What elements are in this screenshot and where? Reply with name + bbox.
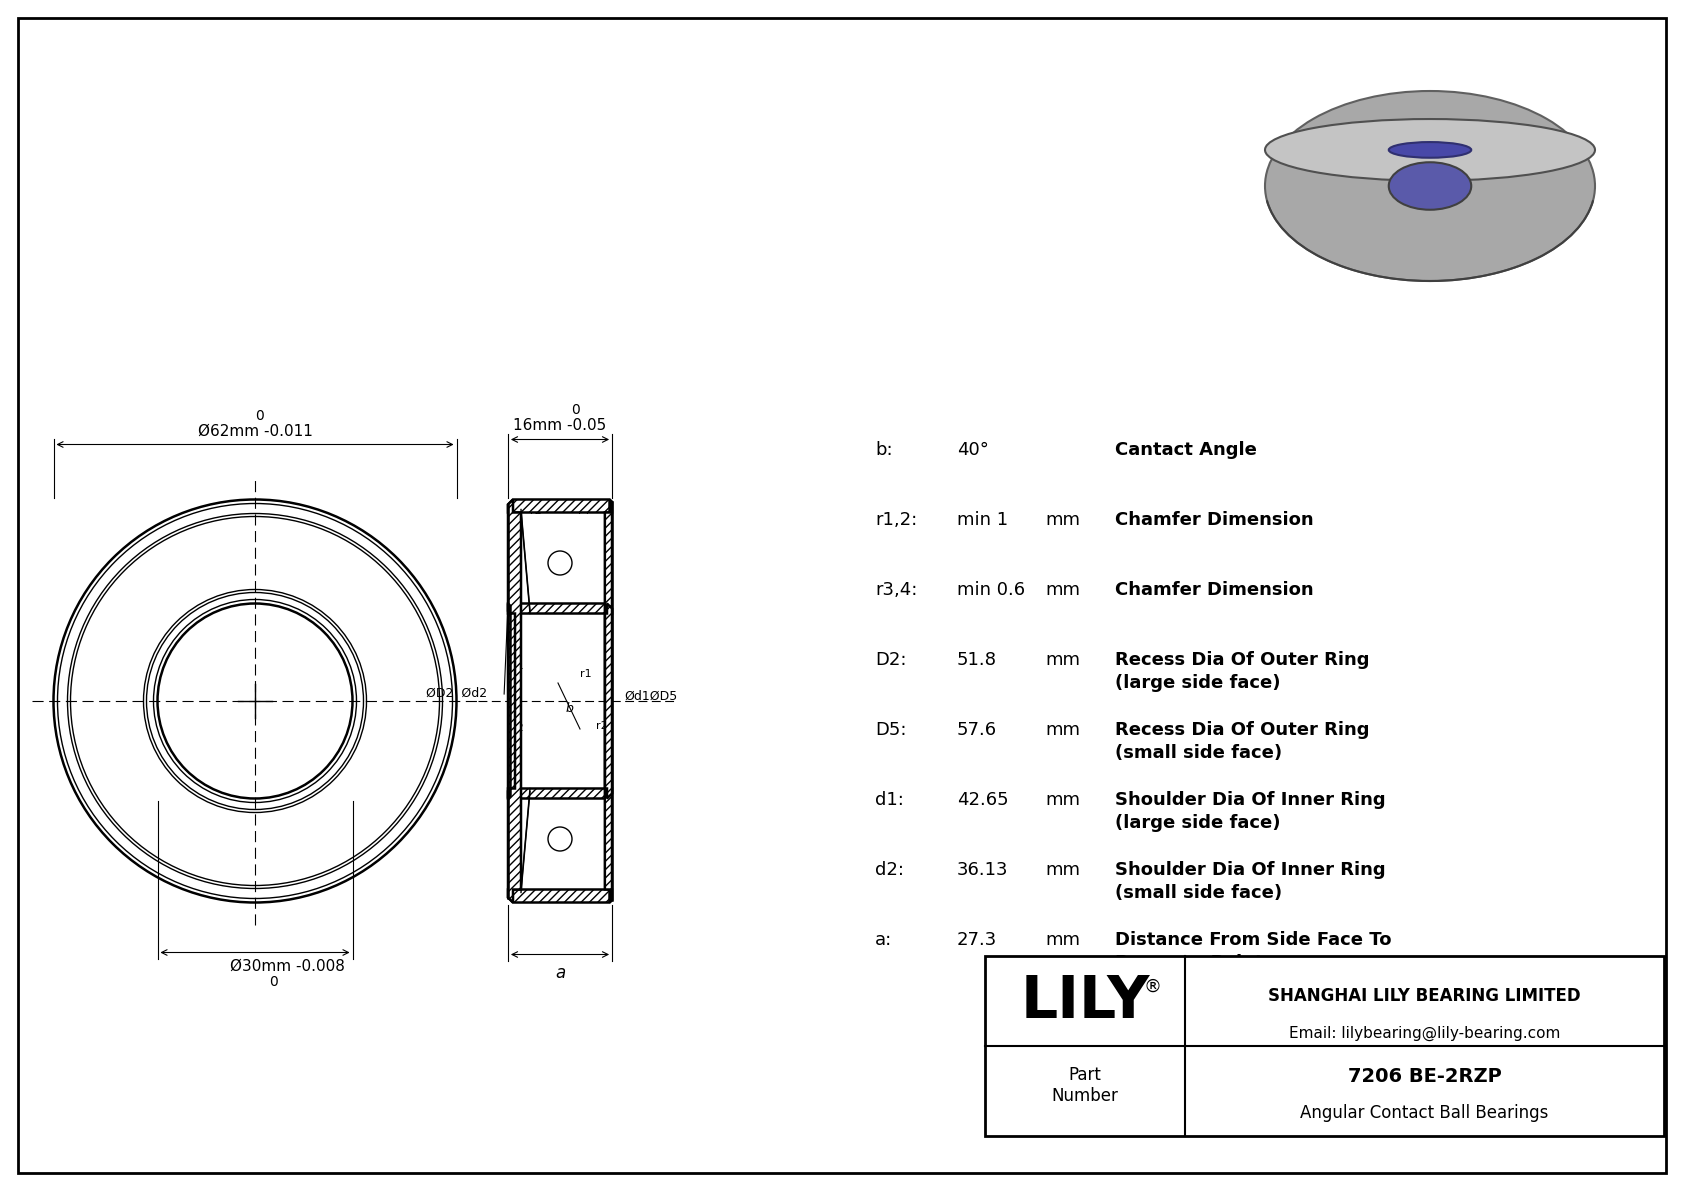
Polygon shape (509, 788, 611, 798)
Text: min 1: min 1 (957, 511, 1009, 529)
Text: r2: r2 (596, 721, 608, 731)
Text: 57.6: 57.6 (957, 721, 997, 738)
Text: (small side face): (small side face) (1115, 744, 1282, 762)
Text: Ø62mm -0.011: Ø62mm -0.011 (197, 424, 313, 438)
Text: r2: r2 (530, 505, 542, 516)
Text: SHANGHAI LILY BEARING LIMITED: SHANGHAI LILY BEARING LIMITED (1268, 986, 1581, 1004)
Polygon shape (605, 604, 611, 798)
Text: r1: r1 (512, 661, 524, 671)
Polygon shape (509, 499, 520, 903)
Text: r1,2:: r1,2: (876, 511, 918, 529)
Bar (985, 956, 1664, 1136)
Text: b:: b: (876, 441, 893, 459)
Text: mm: mm (1046, 931, 1079, 949)
Text: 0: 0 (256, 409, 264, 423)
Text: (large side face): (large side face) (1115, 674, 1280, 692)
Text: Ø30mm -0.008: Ø30mm -0.008 (229, 959, 345, 973)
Text: r4: r4 (578, 505, 589, 516)
Ellipse shape (1389, 162, 1472, 210)
Text: r2: r2 (512, 723, 524, 732)
Ellipse shape (1265, 91, 1595, 281)
Text: Part
Number: Part Number (1051, 1066, 1118, 1105)
Text: mm: mm (1046, 861, 1079, 879)
Text: r1: r1 (581, 669, 593, 679)
Polygon shape (605, 499, 611, 903)
Text: a: a (554, 965, 566, 983)
Text: D5:: D5: (876, 721, 906, 738)
Text: a:: a: (876, 931, 893, 949)
Text: LILY: LILY (1021, 973, 1150, 1029)
Text: Cantact Angle: Cantact Angle (1115, 441, 1256, 459)
Polygon shape (509, 499, 611, 512)
Text: Chamfer Dimension: Chamfer Dimension (1115, 511, 1314, 529)
Text: D2:: D2: (876, 651, 906, 669)
Text: Email: lilybearing@lily-bearing.com: Email: lilybearing@lily-bearing.com (1288, 1025, 1559, 1041)
Text: 27.3: 27.3 (957, 931, 997, 949)
Circle shape (547, 827, 573, 852)
Text: 42.65: 42.65 (957, 791, 1009, 809)
Text: ®: ® (1143, 978, 1162, 996)
Ellipse shape (1265, 119, 1595, 181)
Text: d1:: d1: (876, 791, 904, 809)
Text: 36.13: 36.13 (957, 861, 1009, 879)
Text: ØD2  Ød2: ØD2 Ød2 (426, 686, 487, 699)
Text: (large side face): (large side face) (1115, 813, 1280, 833)
Text: r3: r3 (598, 505, 610, 515)
Circle shape (547, 551, 573, 575)
Text: 7206 BE-2RZP: 7206 BE-2RZP (1347, 1067, 1502, 1086)
Polygon shape (509, 890, 611, 903)
Text: Pressure Point: Pressure Point (1115, 954, 1263, 972)
Text: Shoulder Dia Of Inner Ring: Shoulder Dia Of Inner Ring (1115, 791, 1386, 809)
Text: min 0.6: min 0.6 (957, 581, 1026, 599)
Text: Ød1ØD5: Ød1ØD5 (625, 690, 677, 703)
Polygon shape (509, 604, 611, 613)
Text: Chamfer Dimension: Chamfer Dimension (1115, 581, 1314, 599)
Text: Recess Dia Of Outer Ring: Recess Dia Of Outer Ring (1115, 721, 1369, 738)
Text: d2:: d2: (876, 861, 904, 879)
Text: Recess Dia Of Outer Ring: Recess Dia Of Outer Ring (1115, 651, 1369, 669)
Text: 40°: 40° (957, 441, 989, 459)
Text: (small side face): (small side face) (1115, 884, 1282, 902)
Text: r3,4:: r3,4: (876, 581, 918, 599)
Text: 51.8: 51.8 (957, 651, 997, 669)
Text: mm: mm (1046, 791, 1079, 809)
Text: 16mm -0.05: 16mm -0.05 (514, 418, 606, 434)
Text: 0: 0 (269, 974, 278, 989)
Text: mm: mm (1046, 511, 1079, 529)
Polygon shape (509, 604, 515, 798)
Text: Shoulder Dia Of Inner Ring: Shoulder Dia Of Inner Ring (1115, 861, 1386, 879)
Text: mm: mm (1046, 651, 1079, 669)
Text: r1: r1 (510, 505, 522, 516)
Text: b: b (566, 703, 574, 716)
Text: Distance From Side Face To: Distance From Side Face To (1115, 931, 1391, 949)
Text: Angular Contact Ball Bearings: Angular Contact Ball Bearings (1300, 1104, 1549, 1122)
Text: 0: 0 (571, 404, 579, 418)
Text: mm: mm (1046, 581, 1079, 599)
Ellipse shape (1389, 142, 1472, 157)
Text: mm: mm (1046, 721, 1079, 738)
